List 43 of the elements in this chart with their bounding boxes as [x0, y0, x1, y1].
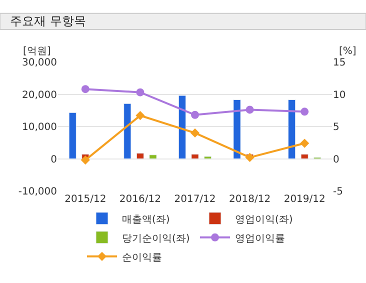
point: [136, 88, 144, 96]
y-axis-title: [억원]: [23, 46, 51, 57]
point: [245, 152, 254, 162]
point: [300, 108, 309, 116]
point: [81, 85, 90, 94]
x-tick-label: 2015/12: [64, 194, 106, 205]
point: [191, 110, 199, 119]
point: [80, 155, 90, 165]
point: [136, 110, 145, 120]
bar: [204, 156, 212, 159]
bar: [288, 99, 296, 159]
bar: [68, 112, 76, 159]
y2-axis-title: [%]: [339, 46, 356, 57]
bar: [124, 103, 132, 159]
chart-title: 주요재 무항목: [10, 14, 86, 28]
point: [246, 106, 254, 114]
bar: [300, 154, 308, 159]
y2-tick-label: -5: [333, 186, 343, 198]
bar: [191, 154, 199, 159]
x-tick-label: 2017/12: [174, 194, 216, 205]
legend-label: 영업이익률: [235, 233, 285, 244]
bar: [149, 154, 157, 159]
y2-tick-label: 0: [333, 154, 340, 166]
point: [300, 138, 310, 148]
y-tick-label: 0: [50, 154, 57, 166]
y2-tick-label: 10: [333, 90, 346, 101]
bar: [136, 153, 144, 159]
y-tick-label: 20,000: [22, 90, 57, 101]
bar: [233, 99, 241, 159]
x-tick-label: 2019/12: [284, 194, 326, 205]
y2-tick-label: 15: [333, 58, 346, 68]
bar: [178, 95, 186, 159]
legend-label: 매출액(좌): [122, 214, 170, 226]
legend-label: 순이익률: [122, 252, 162, 264]
y2-tick-label: 5: [333, 122, 340, 133]
legend-label: 영업이익(좌): [235, 214, 293, 226]
x-tick-label: 2018/12: [229, 194, 271, 205]
y-tick-label: -10,000: [18, 186, 57, 198]
y-tick-label: 10,000: [22, 122, 57, 133]
point: [190, 128, 200, 138]
y-tick-label: 30,000: [22, 58, 57, 68]
legend-label: 당기순이익(좌): [122, 233, 190, 244]
x-tick-label: 2016/12: [119, 194, 161, 205]
